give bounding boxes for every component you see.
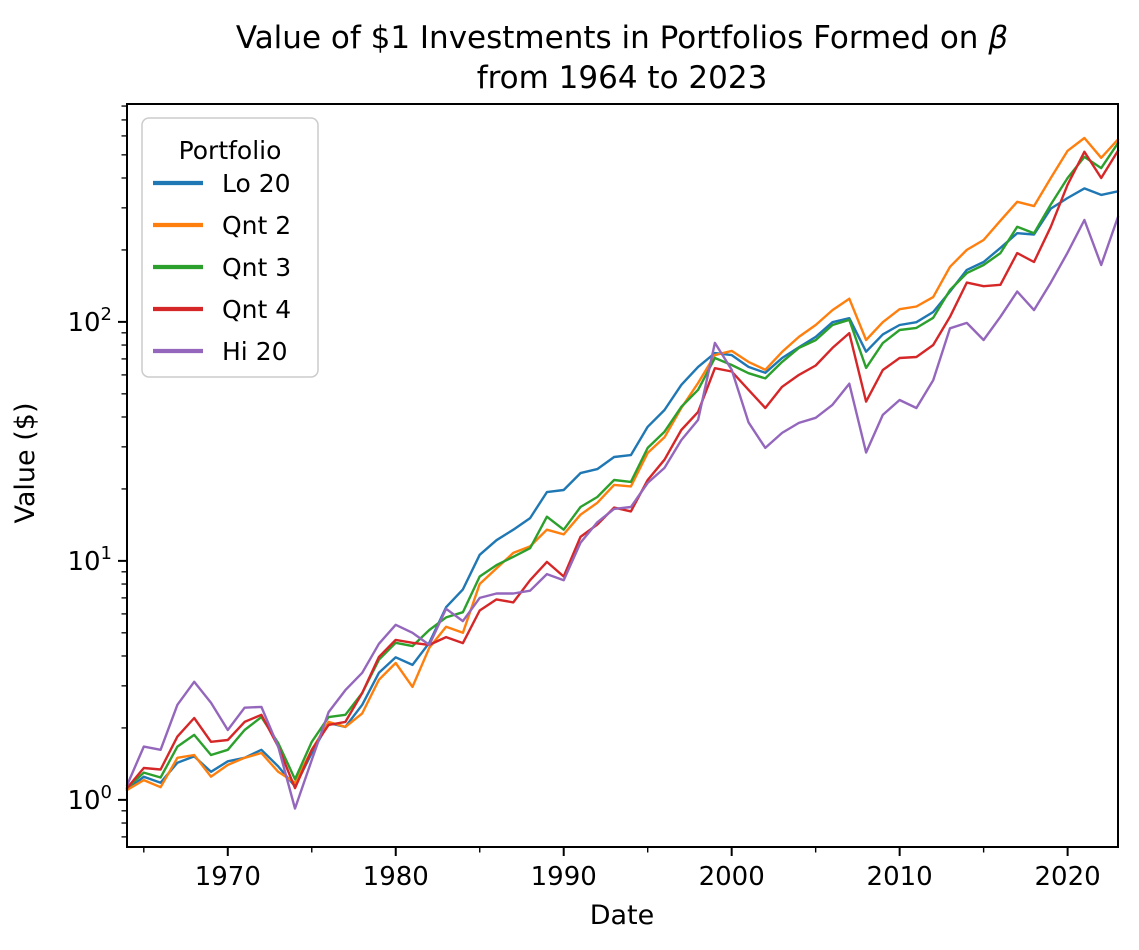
legend: Portfolio Lo 20 Qnt 2 Qnt 3 Qnt 4 Hi 20 [141,117,319,378]
chart-title-line2: from 1964 to 2023 [477,60,768,96]
legend-item-qnt-3: Qnt 3 [153,253,291,282]
legend-title: Portfolio [179,136,282,165]
legend-item-hi-20: Hi 20 [153,337,288,366]
x-tick-label: 2010 [867,862,933,892]
legend-item-label: Hi 20 [222,337,288,366]
legend-item-label: Qnt 3 [222,253,291,282]
legend-item-label: Qnt 4 [222,295,291,324]
x-tick-label: 1990 [531,862,597,892]
legend-item-label: Lo 20 [222,169,291,198]
series-lines [125,136,1120,810]
chart-title-line1: Value of $1 Investments in Portfolios Fo… [236,20,1008,56]
legend-item-label: Qnt 2 [222,211,291,240]
y-axis-label: Value ($) [10,403,41,524]
x-tick-label: 2020 [1035,862,1101,892]
y-tick-label: 101 [67,543,112,577]
x-axis-label: Date [590,900,655,931]
legend-item-qnt-4: Qnt 4 [153,295,291,324]
y-tick-label: 100 [67,782,112,816]
x-tick-label: 1970 [195,862,261,892]
x-tick-label: 2000 [699,862,765,892]
y-axis: 100 101 102 [67,105,127,838]
x-tick-label: 1980 [363,862,429,892]
legend-item-qnt-2: Qnt 2 [153,211,291,240]
x-axis: 1970 1980 1990 2000 2010 2020 [143,847,1101,892]
y-tick-label: 102 [67,304,112,338]
series-line-qnt-4 [125,149,1120,790]
legend-item-lo-20: Lo 20 [153,169,291,198]
series-line-qnt-3 [125,141,1120,790]
beta-symbol: β [987,20,1008,56]
plot-border [126,103,1119,848]
chart-title-text: Value of $1 Investments in Portfolios Fo… [236,20,988,56]
series-line-hi-20 [125,215,1120,810]
